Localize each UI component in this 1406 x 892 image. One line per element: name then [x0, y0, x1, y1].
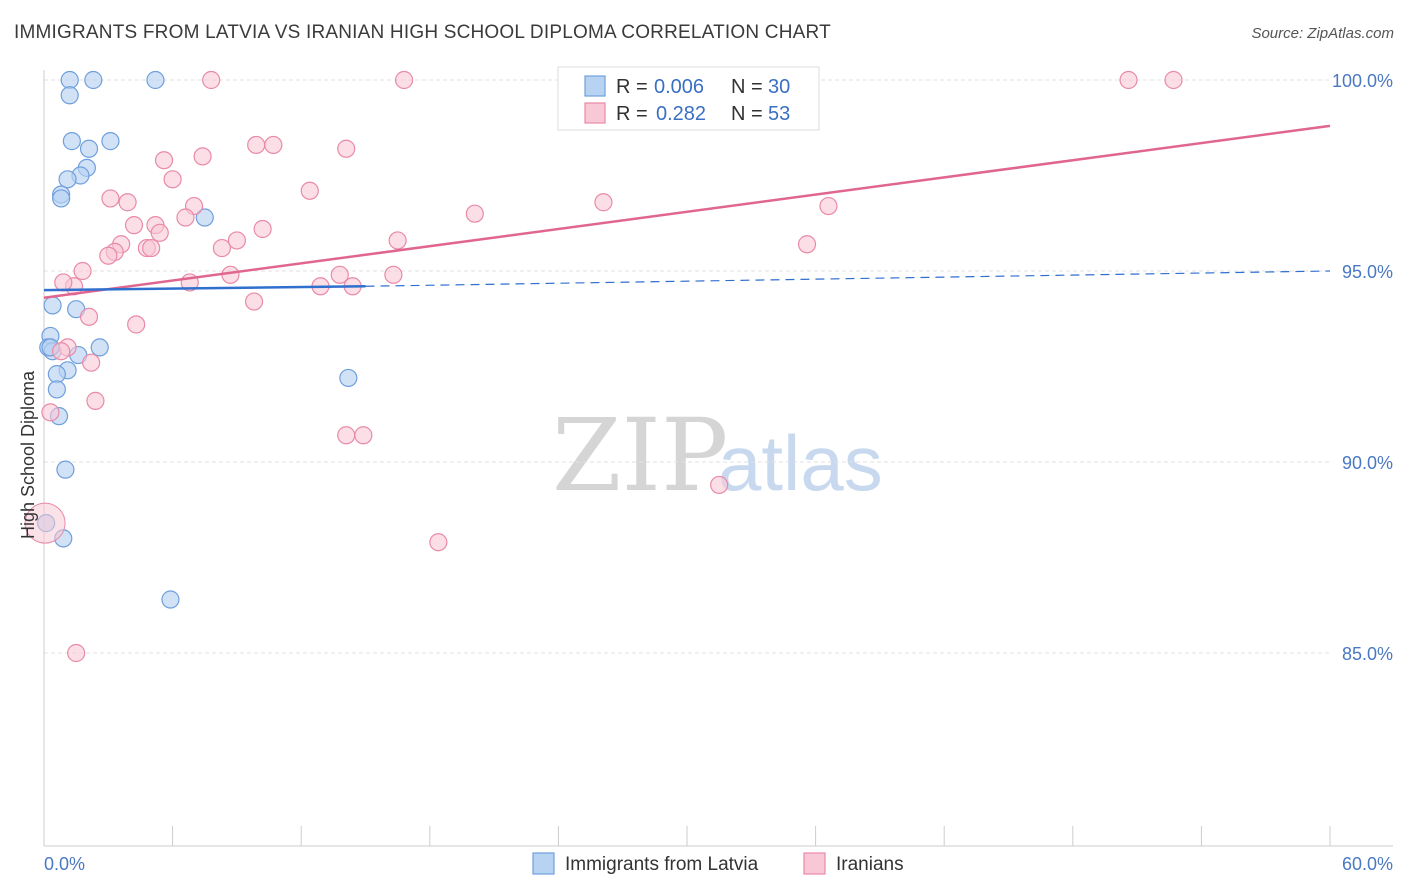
point-latvia-22 [339, 368, 358, 388]
point-iranians-1 [394, 70, 414, 90]
point-latvia-12 [195, 208, 214, 227]
point-iranians-3 [1164, 70, 1183, 90]
legend-n-value-iranians: 53 [768, 103, 790, 125]
point-iranians-23 [227, 231, 246, 250]
point-latvia-28 [161, 590, 180, 609]
x-tick-label-max: 60.0% [1342, 854, 1393, 874]
trend-line-latvia [43, 285, 366, 292]
legend-n-label-latvia: N = [731, 76, 763, 98]
point-iranians-9 [163, 170, 182, 189]
point-iranians-51 [429, 533, 448, 552]
y-tick-label-0: 85.0% [1342, 644, 1393, 664]
point-iranians-28 [142, 238, 161, 258]
point-latvia-9 [58, 170, 77, 189]
point-latvia-0 [60, 70, 79, 90]
point-iranians-12 [118, 193, 137, 212]
point-iranians-46 [86, 391, 105, 410]
trend-lines [43, 124, 1331, 299]
point-iranians-30 [99, 246, 118, 265]
point-iranians-34 [384, 265, 403, 284]
series-legend: Immigrants from Latvia Iranians [532, 852, 904, 875]
point-iranians-33 [330, 265, 349, 284]
point-iranians-44 [52, 342, 71, 361]
point-iranians-21 [150, 223, 169, 242]
point-latvia-6 [79, 139, 99, 158]
bottom-legend-swatch-latvia [532, 852, 555, 875]
chart-title: IMMIGRANTS FROM LATVIA VS IRANIAN HIGH S… [14, 22, 831, 43]
point-iranians-0 [202, 70, 221, 90]
point-iranians-47 [41, 403, 60, 422]
point-iranians-25 [797, 235, 817, 254]
legend-r-label-latvia: R = [616, 76, 648, 98]
point-iranians-41 [79, 307, 99, 326]
point-iranians-31 [73, 261, 92, 281]
series-iranians-points [24, 70, 1183, 663]
point-iranians-5 [264, 135, 283, 155]
point-iranians-17 [176, 208, 195, 227]
point-latvia-21 [47, 365, 66, 384]
bottom-legend-label-latvia: Immigrants from Latvia [565, 854, 759, 875]
point-iranians-52 [67, 643, 86, 663]
point-latvia-23 [47, 380, 66, 399]
point-latvia-4 [62, 132, 81, 151]
legend-n-value-latvia: 30 [768, 76, 790, 98]
x-tick-label-min: 0.0% [44, 854, 85, 874]
gridlines [44, 79, 1330, 654]
point-iranians-48 [337, 426, 356, 445]
y-tick-label-1: 90.0% [1342, 453, 1393, 473]
point-iranians-8 [154, 151, 174, 170]
point-iranians-16 [465, 204, 484, 223]
legend-r-value-iranians: 0.282 [656, 103, 706, 125]
axes [43, 70, 1393, 847]
point-latvia-2 [146, 70, 165, 90]
y-tick-labels: 85.0% 90.0% 95.0% 100.0% [1332, 71, 1393, 664]
point-iranians-42 [127, 315, 146, 334]
point-iranians-15 [819, 196, 838, 216]
point-iranians-14 [594, 193, 613, 212]
x-tick-labels: 0.0% 60.0% [44, 854, 1393, 874]
point-iranians-11 [101, 189, 120, 208]
point-iranians-2 [1119, 70, 1138, 90]
point-latvia-11 [52, 189, 71, 208]
trend-line-iranians [43, 124, 1331, 299]
legend-r-value-latvia: 0.006 [654, 76, 704, 98]
point-iranians-7 [193, 147, 212, 166]
point-iranians-49 [354, 426, 373, 445]
bottom-legend-swatch-iranians [803, 852, 826, 875]
point-latvia-3 [60, 86, 79, 105]
point-iranians-40 [244, 292, 264, 311]
legend-swatch-iranians [584, 102, 606, 124]
point-iranians-45 [82, 353, 101, 372]
point-latvia-13 [43, 296, 62, 315]
point-latvia-5 [101, 132, 120, 151]
point-iranians-19 [124, 216, 144, 235]
legend-swatch-latvia [584, 75, 606, 97]
point-latvia-25 [56, 460, 75, 479]
point-iranians-4 [247, 135, 266, 155]
point-iranians-6 [337, 139, 356, 158]
point-iranians-22 [388, 231, 407, 250]
point-latvia-1 [84, 70, 103, 90]
bottom-legend-label-iranians: Iranians [836, 854, 904, 875]
point-iranians-27 [212, 238, 231, 258]
y-tick-label-3: 100.0% [1332, 71, 1393, 91]
watermark-atlas: atlas [718, 419, 883, 507]
legend-r-label-iranians: R = [616, 103, 648, 125]
y-tick-label-2: 95.0% [1342, 262, 1393, 282]
y-axis-label: High School Diploma [18, 370, 38, 539]
point-iranians-10 [300, 181, 319, 200]
chart-source: Source: ZipAtlas.com [1251, 25, 1394, 42]
point-latvia-18 [90, 338, 109, 357]
trend-line-latvia-extension [365, 270, 1331, 287]
point-iranians-20 [253, 219, 272, 239]
watermark: ZIP atlas [552, 397, 883, 514]
watermark-zip: ZIP [552, 397, 728, 514]
point-iranians-50 [710, 475, 729, 495]
point-iranians-39 [54, 273, 73, 292]
correlation-legend: R = 0.006 N = 30 R = 0.282 N = 53 [557, 66, 820, 131]
large-point [24, 502, 66, 544]
legend-n-label-iranians: N = [731, 103, 763, 125]
